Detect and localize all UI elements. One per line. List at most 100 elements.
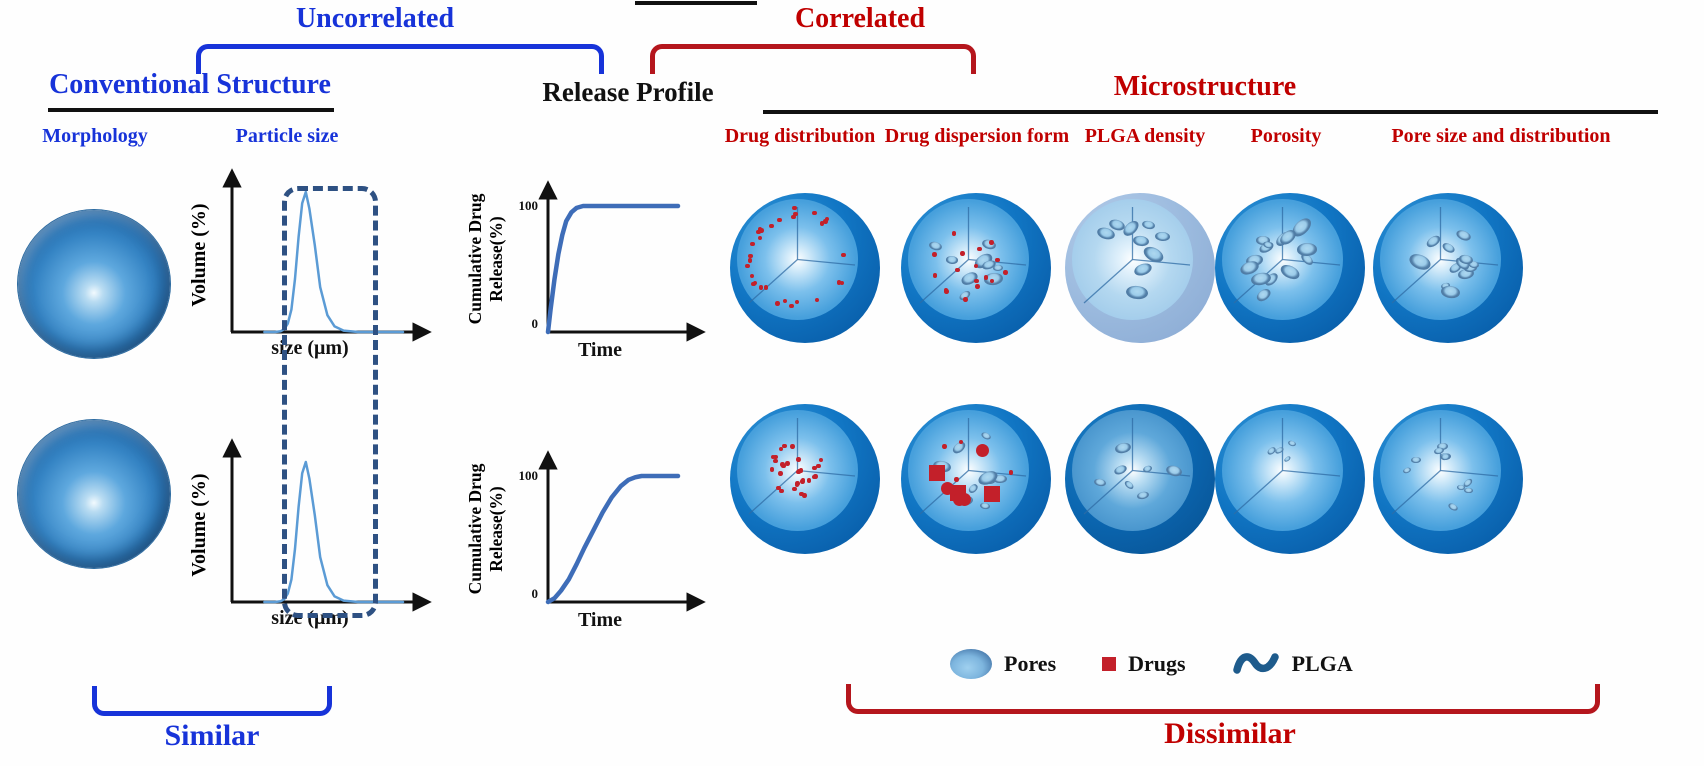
uncorrelated-bracket: [196, 44, 604, 74]
y-axis-label-volume-top: Volume (%): [188, 203, 210, 307]
column-label-pore-size-distribution: Pore size and distribution: [1391, 125, 1611, 147]
cut-edge-lines: [748, 207, 856, 304]
drug-particle: [806, 478, 812, 483]
drug-particle: [932, 273, 938, 278]
drug-particle: [751, 281, 756, 287]
column-label-drug-dispersion-form: Drug dispersion form: [884, 125, 1070, 147]
drug-particle: [958, 439, 964, 445]
drug-particle: [932, 252, 937, 257]
drug-particle: [769, 467, 775, 472]
drug-particle: [782, 298, 788, 304]
drug-particle: [790, 444, 795, 449]
drug-particle: [973, 263, 979, 269]
microstructure-underline: [763, 110, 1658, 114]
column-label-plga-density: PLGA density: [1084, 125, 1206, 147]
drug-particle: [777, 217, 782, 223]
release-profile-chart-bottom: [538, 450, 706, 612]
microsphere-bottom-porosity: [1215, 404, 1365, 554]
drug-particle: [824, 216, 830, 222]
legend-item-pores: Pores: [950, 649, 1056, 679]
drug-particle: [960, 251, 965, 256]
y-axis-label-volume-bottom: Volume (%): [188, 473, 210, 577]
drug-particle: [955, 267, 960, 273]
drug-particle: [798, 468, 804, 473]
conventional-structure-title: Conventional Structure: [49, 69, 331, 100]
dissimilar-label: Dissimilar: [1164, 717, 1296, 750]
microsphere-top-pore-size-and-distribution: [1373, 193, 1523, 343]
cut-edge-lines: [1391, 207, 1499, 304]
legend: Pores Drugs PLGA: [950, 644, 1399, 684]
microsphere-top-porosity: [1215, 193, 1365, 343]
cut-edge-lines: [1391, 418, 1499, 515]
column-label-morphology: Morphology: [42, 125, 148, 147]
drug-particle: [989, 240, 994, 245]
drug-particle: [792, 205, 797, 211]
drug-particle: [750, 241, 755, 246]
drug-particle: [942, 444, 947, 449]
release-profile-title: Release Profile: [542, 77, 714, 107]
drug-particle: [796, 457, 801, 462]
microsphere-bottom-drug-dispersion-form: [901, 404, 1051, 554]
column-label-particle-size: Particle size: [235, 125, 339, 147]
drug-particle: [779, 488, 784, 494]
drug-particle: [778, 446, 784, 452]
drug-crystal-square: [983, 485, 1000, 502]
drug-particle: [839, 280, 845, 286]
drug-icon: [1102, 657, 1117, 671]
microsphere-bottom-plga-density: [1065, 404, 1215, 554]
x-axis-label-time-bottom: Time: [577, 609, 623, 631]
microsphere-top-drug-distribution: [730, 193, 880, 343]
uncorrelated-label: Uncorrelated: [295, 3, 455, 34]
x-axis-label-time-top: Time: [577, 339, 623, 361]
correlated-bracket: [650, 44, 976, 74]
morphology-sphere-top: [18, 210, 170, 358]
microsphere-bottom-drug-distribution: [730, 404, 880, 554]
correlated-label: Correlated: [794, 3, 926, 34]
particle-size-dashed-box: [282, 186, 378, 618]
drug-crystal-circle: [976, 443, 990, 457]
drug-particle: [983, 275, 989, 280]
y-axis-label-release-top: Cumulative Drug Release(%): [465, 193, 506, 325]
y-axis-label-release-bottom: Cumulative Drug Release(%): [465, 463, 506, 595]
pore: [1464, 487, 1474, 494]
drug-particle: [745, 263, 750, 269]
drug-particle: [776, 485, 781, 491]
pore: [1410, 456, 1421, 464]
y-tick-100: 100: [518, 198, 539, 213]
drug-particle: [763, 285, 769, 290]
microstructure-title: Microstructure: [1113, 71, 1297, 102]
drug-particle: [954, 477, 959, 482]
pore-icon: [950, 649, 992, 679]
drug-crystal-square: [928, 464, 945, 481]
drug-particle: [793, 211, 798, 217]
column-label-porosity: Porosity: [1250, 125, 1322, 147]
legend-item-plga: PLGA: [1232, 649, 1353, 679]
drug-crystal-circle: [940, 481, 954, 495]
drug-particle: [770, 454, 776, 460]
drug-particle: [816, 463, 821, 469]
drug-particle: [794, 299, 800, 305]
x-axis-label-size-top: size (μm): [271, 337, 349, 359]
drug-particle: [780, 462, 785, 467]
drug-particle: [819, 221, 825, 226]
drug-particle: [977, 246, 982, 252]
drug-particle: [823, 219, 828, 224]
dissimilar-bracket: [846, 684, 1600, 714]
drug-particle: [759, 228, 764, 233]
drug-particle: [951, 231, 957, 236]
drug-particle: [1008, 470, 1014, 475]
drug-particle: [747, 258, 753, 263]
microsphere-top-plga-density: [1065, 193, 1215, 343]
y-tick-100: 100: [518, 468, 539, 483]
drug-particle: [1003, 270, 1008, 275]
drug-particle: [812, 210, 817, 216]
morphology-sphere-bottom: [18, 420, 170, 568]
y-tick-0: 0: [531, 316, 539, 331]
drug-particle: [818, 457, 824, 463]
plga-icon: [1232, 653, 1279, 674]
drug-particle: [836, 280, 842, 285]
drug-particle: [791, 214, 796, 220]
cropped-top-line: [635, 1, 757, 5]
drug-particle: [773, 454, 778, 460]
